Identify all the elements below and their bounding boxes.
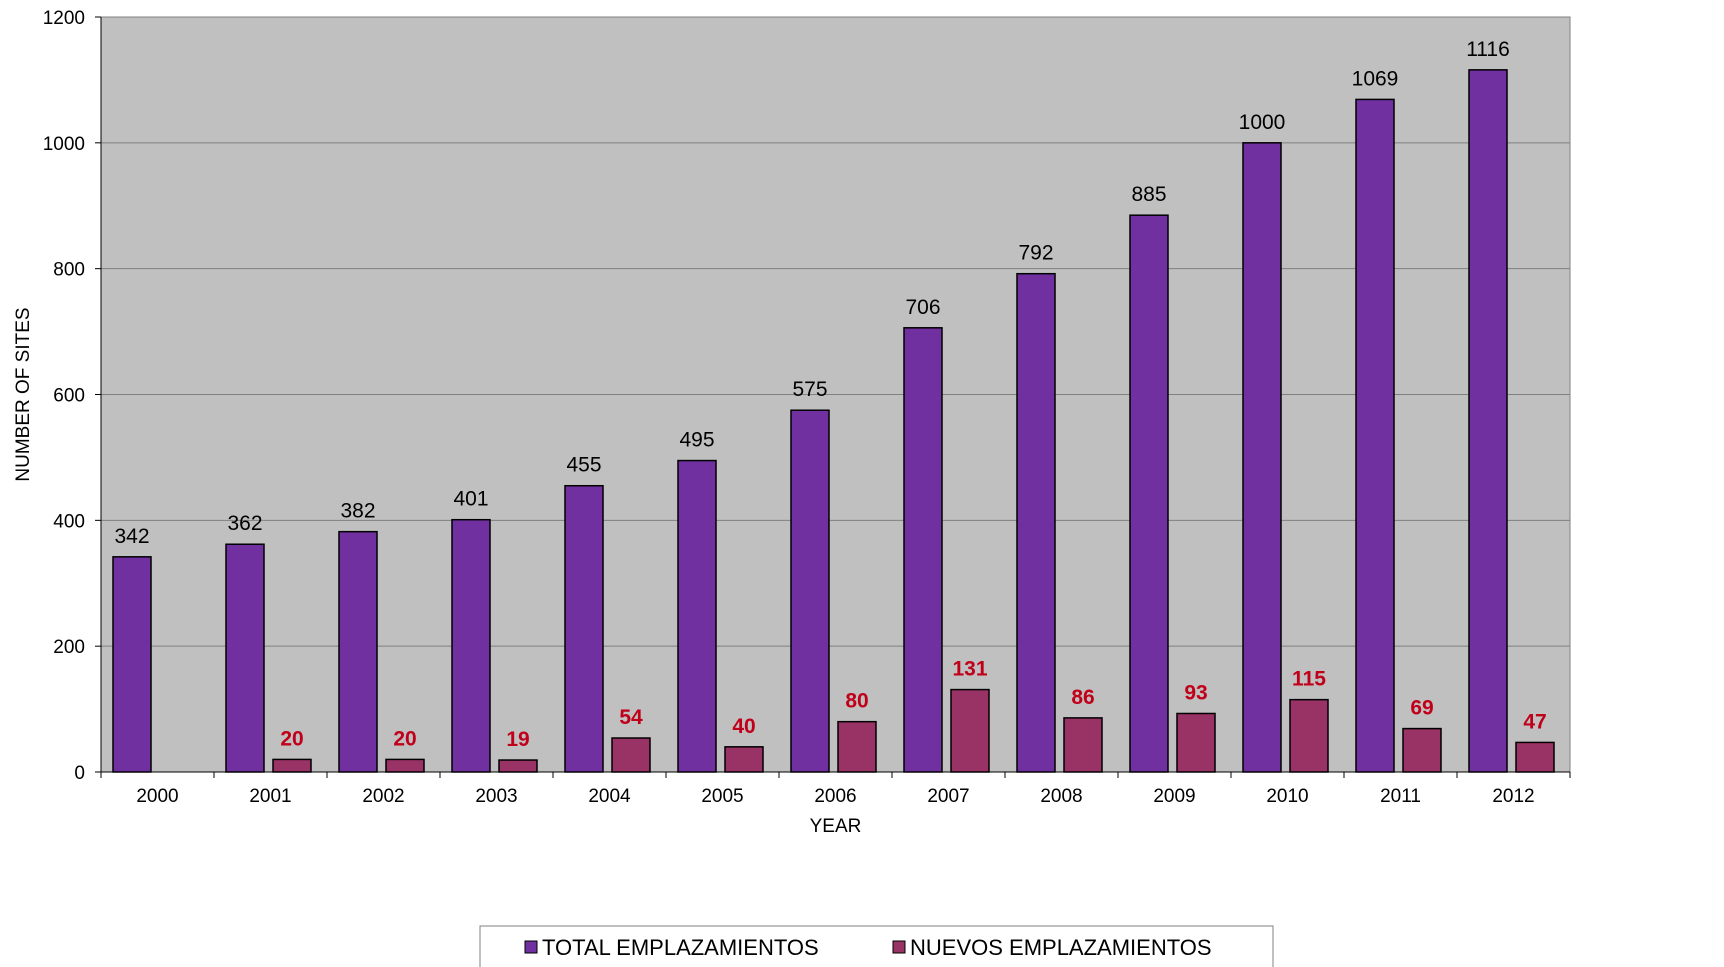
legend-swatch-new xyxy=(892,940,906,954)
legend-label-total: TOTAL EMPLAZAMIENTOS xyxy=(542,935,819,960)
data-label-total: 495 xyxy=(679,429,714,452)
x-tick-label: 2001 xyxy=(249,786,291,807)
bar-total xyxy=(1242,142,1282,773)
bar-total xyxy=(1468,69,1508,773)
bar-new xyxy=(1176,712,1216,773)
x-tick-label: 2002 xyxy=(362,786,404,807)
bar-new xyxy=(1289,698,1329,773)
bars xyxy=(112,69,1555,773)
y-tick-label: 400 xyxy=(53,511,85,532)
bar-total xyxy=(451,518,491,773)
data-label-total: 1000 xyxy=(1239,111,1286,134)
data-label-new: 115 xyxy=(1292,668,1326,691)
data-label-new: 40 xyxy=(732,715,755,738)
bar-total xyxy=(564,484,604,773)
data-label-total: 455 xyxy=(566,454,601,477)
legend-box xyxy=(479,925,1274,967)
bar-new xyxy=(611,737,651,773)
y-tick-label: 1200 xyxy=(43,8,85,29)
y-tick-label: 200 xyxy=(53,637,85,658)
data-label-new: 80 xyxy=(845,690,868,713)
bar-new xyxy=(1515,741,1555,773)
data-label-total: 1116 xyxy=(1466,38,1510,61)
data-label-new: 20 xyxy=(393,727,416,750)
x-tick-label: 2000 xyxy=(136,786,178,807)
bar-new xyxy=(837,720,877,773)
y-tick-label: 800 xyxy=(53,260,85,281)
data-label-total: 401 xyxy=(453,488,488,511)
bar-new xyxy=(950,688,990,773)
data-label-new: 47 xyxy=(1523,710,1546,733)
data-label-new: 86 xyxy=(1071,686,1094,709)
x-axis-title: YEAR xyxy=(810,816,862,837)
x-tick-label: 2006 xyxy=(814,786,856,807)
data-label-new: 54 xyxy=(619,706,643,729)
bar-total xyxy=(1016,272,1056,773)
x-tick-label: 2010 xyxy=(1266,786,1308,807)
bar-new xyxy=(272,758,312,773)
x-tick-label: 2009 xyxy=(1153,786,1195,807)
data-label-new: 69 xyxy=(1410,697,1433,720)
bar-total xyxy=(338,530,378,773)
x-tick-label: 2004 xyxy=(588,786,631,807)
bar-total xyxy=(1129,214,1169,773)
legend: TOTAL EMPLAZAMIENTOS NUEVOS EMPLAZAMIENT… xyxy=(479,925,1274,967)
bar-new xyxy=(385,758,425,773)
bar-new xyxy=(498,759,538,773)
x-tick-label: 2012 xyxy=(1492,786,1534,807)
data-label-total: 342 xyxy=(114,525,149,548)
data-label-total: 362 xyxy=(227,512,262,535)
x-tick-label: 2007 xyxy=(927,786,969,807)
bar-new xyxy=(1402,727,1442,773)
data-label-new: 93 xyxy=(1184,681,1207,704)
bar-total xyxy=(677,459,717,773)
x-tick-label: 2003 xyxy=(475,786,517,807)
x-tick-label: 2005 xyxy=(701,786,743,807)
y-tick-label: 600 xyxy=(53,386,85,407)
data-label-new: 131 xyxy=(952,658,987,681)
data-label-total: 885 xyxy=(1131,183,1166,206)
bar-total xyxy=(1355,98,1395,773)
y-tick-label: 1000 xyxy=(43,134,85,155)
x-tick-label: 2011 xyxy=(1380,786,1421,807)
data-label-total: 575 xyxy=(792,378,827,401)
data-label-new: 20 xyxy=(280,727,303,750)
bar-new xyxy=(724,746,764,773)
legend-label-new: NUEVOS EMPLAZAMIENTOS xyxy=(910,935,1212,960)
y-tick-label: 0 xyxy=(74,763,85,784)
axes: 0 200 400 600 800 1000 1200 2000 2001 2002 2003 200… xyxy=(43,8,1571,807)
bar-total xyxy=(790,409,830,773)
bar-total xyxy=(225,543,265,773)
data-label-total: 382 xyxy=(340,500,375,523)
bar-total xyxy=(903,327,943,773)
legend-swatch-total xyxy=(524,940,538,954)
data-label-new: 19 xyxy=(506,728,529,751)
bar-total xyxy=(112,556,152,773)
data-label-total: 792 xyxy=(1018,242,1053,265)
bar-new xyxy=(1063,717,1103,773)
y-axis-title: NUMBER OF SITES xyxy=(13,307,34,481)
data-label-total: 706 xyxy=(905,296,940,319)
data-labels: 342 362 382 401 455 495 575 706 792 885 1000 1069 11… xyxy=(114,38,1546,751)
data-label-total: 1069 xyxy=(1352,67,1399,90)
x-tick-label: 2008 xyxy=(1040,786,1082,807)
